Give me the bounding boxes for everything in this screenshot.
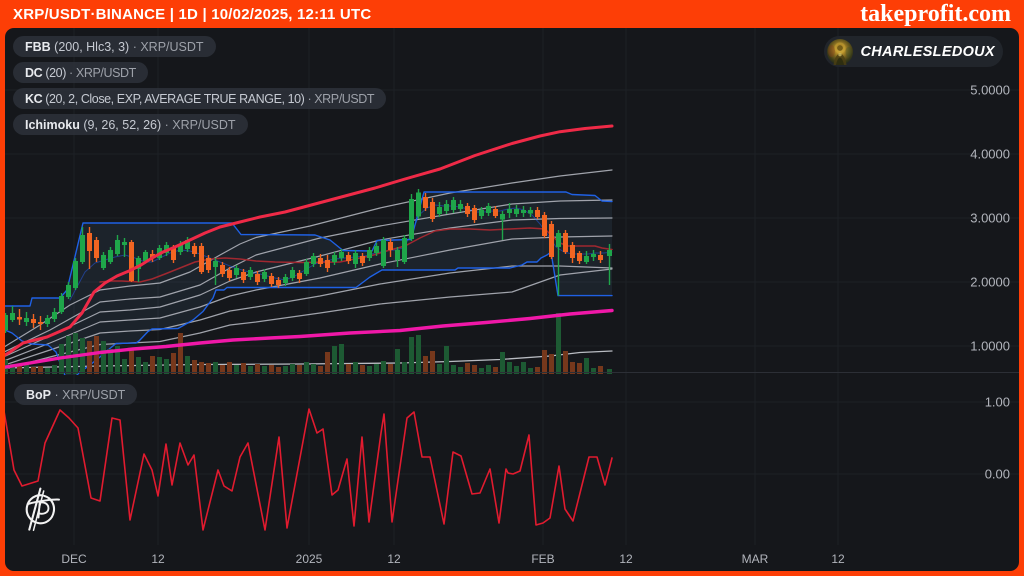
svg-text:3.0000: 3.0000 (970, 211, 1010, 226)
svg-text:12: 12 (387, 552, 401, 566)
svg-text:12: 12 (831, 552, 845, 566)
svg-text:0.00: 0.00 (985, 467, 1010, 482)
svg-text:12: 12 (619, 552, 633, 566)
svg-text:MAR: MAR (742, 552, 769, 566)
svg-text:1.00: 1.00 (985, 395, 1010, 410)
svg-text:4.0000: 4.0000 (970, 147, 1010, 162)
svg-text:12: 12 (151, 552, 165, 566)
svg-text:2025: 2025 (296, 552, 323, 566)
svg-text:DEC: DEC (61, 552, 87, 566)
svg-text:1.0000: 1.0000 (970, 339, 1010, 354)
svg-text:FEB: FEB (531, 552, 554, 566)
svg-text:2.0000: 2.0000 (970, 275, 1010, 290)
svg-text:5.0000: 5.0000 (970, 83, 1010, 98)
